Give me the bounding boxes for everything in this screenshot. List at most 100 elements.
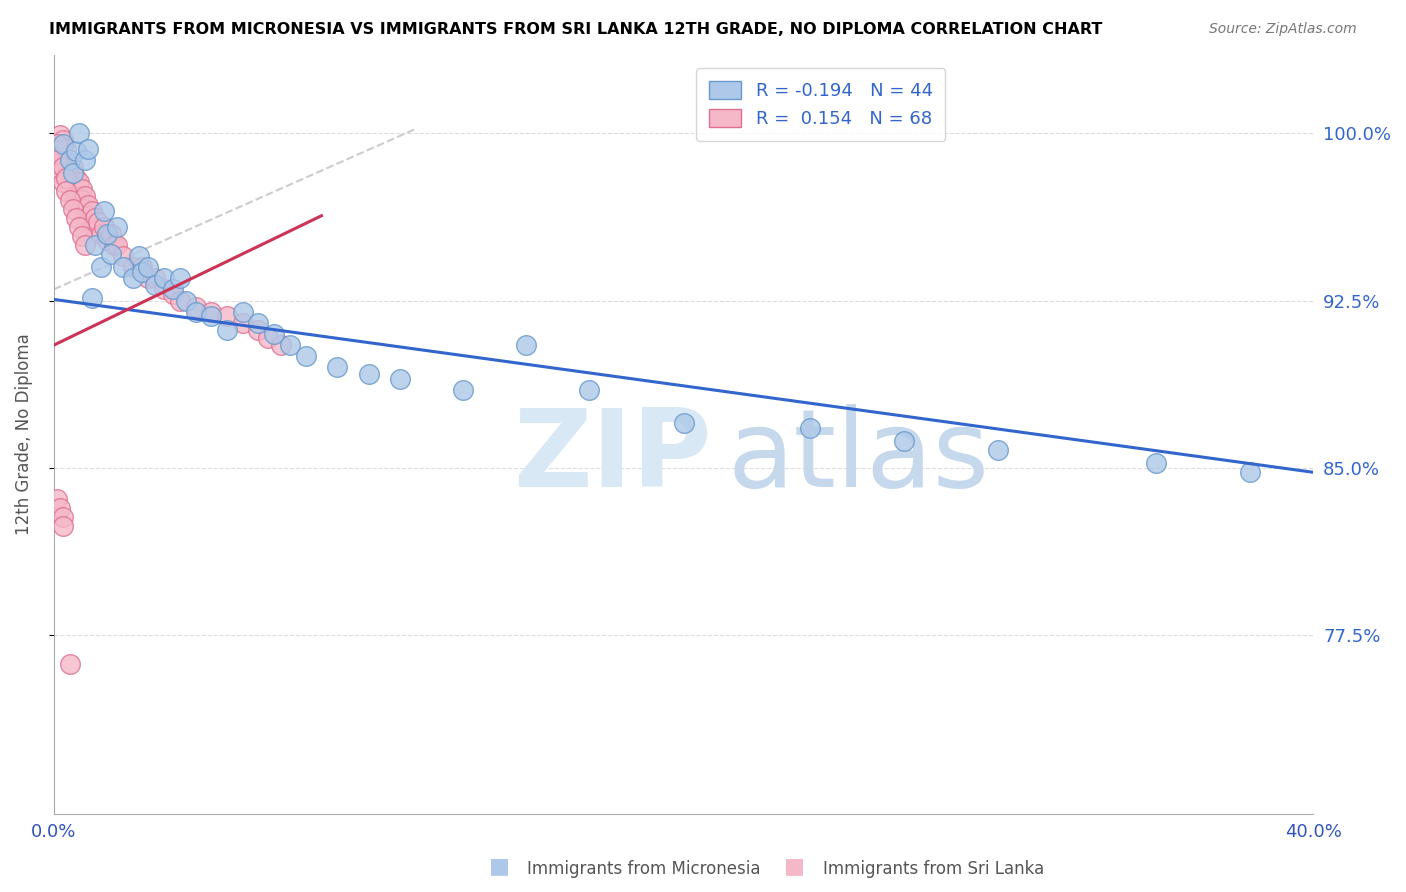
Point xyxy=(184,300,207,314)
Point xyxy=(67,188,90,202)
Point xyxy=(247,316,270,330)
Point xyxy=(232,304,254,318)
Point xyxy=(987,442,1010,457)
Point xyxy=(67,219,90,234)
Point xyxy=(136,260,159,274)
Point xyxy=(112,260,135,274)
Point xyxy=(893,434,915,448)
Point xyxy=(83,224,105,238)
Point xyxy=(131,260,153,274)
Point xyxy=(100,246,122,260)
Point xyxy=(357,367,380,381)
Point xyxy=(55,170,77,185)
Point xyxy=(52,175,75,189)
Point xyxy=(169,293,191,308)
Point xyxy=(232,316,254,330)
Point xyxy=(451,383,474,397)
Point xyxy=(162,282,184,296)
Point xyxy=(62,166,84,180)
Point xyxy=(103,237,125,252)
Point xyxy=(96,233,118,247)
Point xyxy=(278,338,301,352)
Point xyxy=(52,137,75,152)
Text: IMMIGRANTS FROM MICRONESIA VS IMMIGRANTS FROM SRI LANKA 12TH GRADE, NO DIPLOMA C: IMMIGRANTS FROM MICRONESIA VS IMMIGRANTS… xyxy=(49,22,1102,37)
Point xyxy=(70,193,93,207)
Point xyxy=(55,157,77,171)
Point xyxy=(65,184,87,198)
Point xyxy=(389,371,412,385)
Point xyxy=(46,491,69,506)
Point xyxy=(55,184,77,198)
Point xyxy=(263,326,285,341)
Point xyxy=(200,309,222,323)
Point xyxy=(153,271,176,285)
Point xyxy=(200,304,222,318)
Text: atlas: atlas xyxy=(728,404,990,510)
Point xyxy=(80,204,103,219)
Legend: R = -0.194   N = 44, R =  0.154   N = 68: R = -0.194 N = 44, R = 0.154 N = 68 xyxy=(696,68,945,141)
Point xyxy=(96,227,118,241)
Point xyxy=(93,204,115,219)
Text: ZIP: ZIP xyxy=(513,404,711,510)
Point xyxy=(58,179,80,194)
Point xyxy=(67,197,90,211)
Point xyxy=(46,137,69,152)
Point xyxy=(52,160,75,174)
Point xyxy=(49,142,72,156)
Point xyxy=(52,509,75,524)
Point xyxy=(169,271,191,285)
Point xyxy=(121,260,143,274)
Point xyxy=(67,126,90,140)
Point xyxy=(52,518,75,533)
Point xyxy=(83,211,105,225)
Point xyxy=(80,219,103,234)
Point xyxy=(75,215,97,229)
Point xyxy=(77,142,100,156)
Point xyxy=(1239,465,1261,479)
Point xyxy=(52,148,75,162)
Point xyxy=(578,383,600,397)
Point xyxy=(75,188,97,202)
Point xyxy=(257,331,280,345)
Point xyxy=(52,133,75,147)
Point xyxy=(77,197,100,211)
Point xyxy=(65,144,87,158)
Point xyxy=(70,228,93,243)
Point xyxy=(174,293,197,308)
Point xyxy=(1144,456,1167,470)
Y-axis label: 12th Grade, No Diploma: 12th Grade, No Diploma xyxy=(15,334,32,535)
Point xyxy=(75,237,97,252)
Point xyxy=(143,271,166,285)
Point xyxy=(90,227,112,241)
Text: Immigrants from Micronesia: Immigrants from Micronesia xyxy=(527,860,761,878)
Point xyxy=(77,209,100,223)
Point xyxy=(153,282,176,296)
Point xyxy=(799,420,821,434)
Point xyxy=(112,249,135,263)
Point xyxy=(105,237,128,252)
Point xyxy=(515,338,537,352)
Point xyxy=(215,309,238,323)
Point xyxy=(131,264,153,278)
Point xyxy=(49,166,72,180)
Point xyxy=(58,153,80,167)
Point xyxy=(49,128,72,143)
Point xyxy=(672,416,695,430)
Point xyxy=(184,304,207,318)
Point xyxy=(326,360,349,375)
Point xyxy=(105,219,128,234)
Point xyxy=(55,142,77,156)
Point xyxy=(75,153,97,167)
Point xyxy=(93,219,115,234)
Point xyxy=(136,271,159,285)
Point xyxy=(65,193,87,207)
Point xyxy=(162,286,184,301)
Point xyxy=(65,170,87,185)
Point xyxy=(70,182,93,196)
Point xyxy=(58,193,80,207)
Point xyxy=(83,237,105,252)
Point xyxy=(62,175,84,189)
Point xyxy=(128,249,150,263)
Point xyxy=(65,211,87,225)
Point xyxy=(87,215,110,229)
